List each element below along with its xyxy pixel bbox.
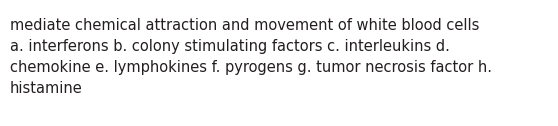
Text: mediate chemical attraction and movement of white blood cells
a. interferons b. : mediate chemical attraction and movement… — [10, 18, 492, 96]
